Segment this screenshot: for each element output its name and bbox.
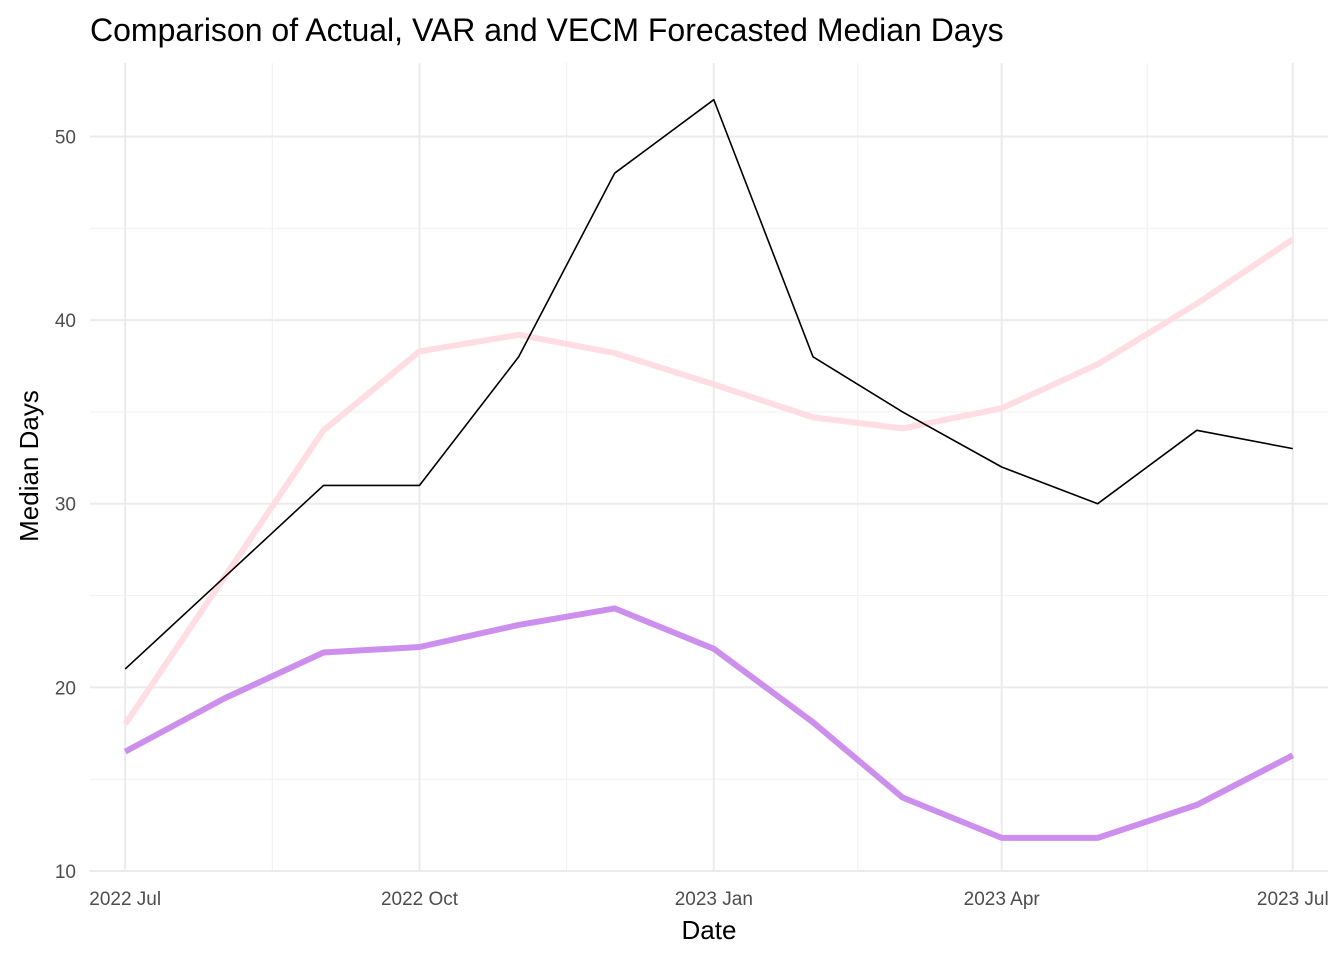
x-tick-label: 2023 Apr: [964, 889, 1041, 910]
series-line-1: [122, 236, 1295, 726]
y-tick-label: 50: [55, 127, 76, 148]
x-tick-label: 2022 Jul: [89, 889, 161, 910]
series-line-2: [123, 605, 1295, 841]
y-axis-title: Median Days: [14, 390, 44, 542]
series-layer: [122, 98, 1295, 841]
x-tick-label: 2022 Oct: [381, 889, 459, 910]
y-tick-label: 40: [55, 311, 76, 332]
y-tick-label: 30: [55, 495, 76, 516]
tick-layer: 10 20 30 40 50 2022 Jul 2022 Oct 2023 Jan 2023 A…: [55, 127, 1329, 910]
x-axis-title: Date: [682, 915, 737, 945]
series-line-3: [124, 98, 1293, 670]
y-tick-label: 10: [55, 862, 76, 883]
grid-layer: [90, 63, 1328, 872]
y-tick-label: 20: [55, 678, 76, 699]
x-tick-label: 2023 Jan: [675, 889, 753, 910]
x-tick-label: 2023 Jul: [1257, 889, 1329, 910]
chart-title: Comparison of Actual, VAR and VECM Forec…: [90, 12, 1004, 48]
